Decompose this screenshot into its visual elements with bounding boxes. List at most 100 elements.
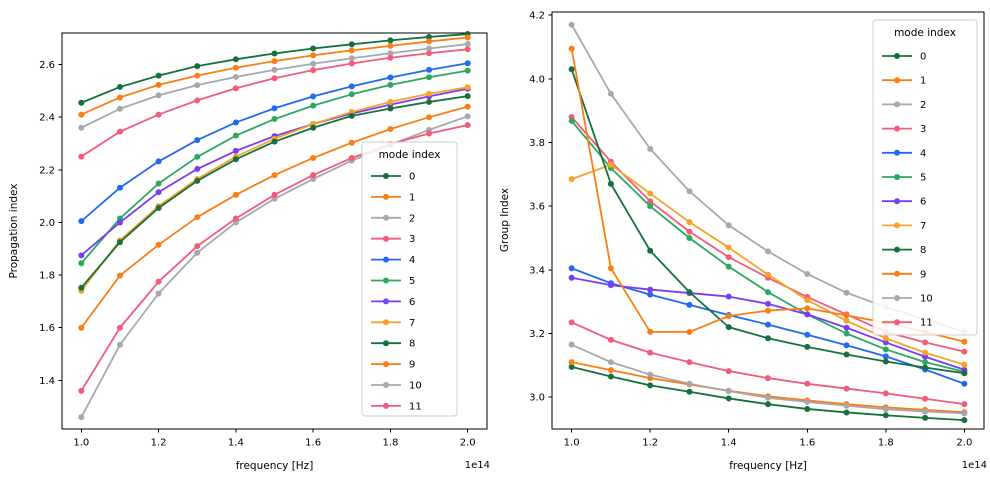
series-marker-mode-1 bbox=[426, 38, 433, 45]
series-marker-mode-7 bbox=[843, 317, 850, 324]
series-marker-mode-10 bbox=[843, 402, 850, 409]
legend-marker-mode-3 bbox=[383, 235, 389, 242]
series-marker-mode-9 bbox=[464, 103, 471, 110]
legend-title: mode index bbox=[379, 149, 441, 161]
series-marker-mode-1 bbox=[464, 34, 471, 41]
series-marker-mode-5 bbox=[348, 91, 355, 98]
legend-box bbox=[361, 141, 458, 417]
series-marker-mode-3 bbox=[116, 128, 123, 135]
y-tick-label: 3.2 bbox=[529, 329, 545, 340]
legend-marker-mode-4 bbox=[894, 149, 900, 156]
series-marker-mode-3 bbox=[647, 198, 654, 205]
series-marker-mode-2 bbox=[725, 222, 732, 229]
series-marker-mode-9 bbox=[804, 305, 811, 312]
series-marker-mode-1 bbox=[348, 47, 355, 54]
series-marker-mode-8 bbox=[387, 105, 394, 112]
legend-marker-mode-1 bbox=[894, 77, 900, 84]
legend-label-mode-2: 2 bbox=[409, 213, 415, 224]
series-marker-mode-6 bbox=[116, 219, 123, 226]
series-marker-mode-1 bbox=[271, 58, 278, 65]
series-marker-mode-1 bbox=[194, 72, 201, 79]
series-marker-mode-0 bbox=[882, 412, 889, 419]
series-marker-mode-6 bbox=[568, 274, 575, 281]
legend-label-mode-4: 4 bbox=[409, 255, 415, 266]
series-marker-mode-0 bbox=[387, 37, 394, 44]
legend-marker-mode-6 bbox=[383, 298, 389, 305]
series-marker-mode-0 bbox=[310, 45, 317, 52]
series-marker-mode-10 bbox=[464, 113, 471, 120]
series-marker-mode-5 bbox=[686, 235, 693, 242]
series-marker-mode-8 bbox=[348, 112, 355, 119]
series-marker-mode-2 bbox=[464, 41, 471, 48]
series-marker-mode-6 bbox=[232, 147, 239, 154]
y-tick-label: 2.6 bbox=[39, 60, 55, 71]
series-marker-mode-0 bbox=[155, 72, 162, 79]
series-marker-mode-9 bbox=[348, 139, 355, 146]
series-marker-mode-3 bbox=[310, 67, 317, 74]
series-marker-mode-0 bbox=[922, 414, 929, 421]
x-tick-label: 2.0 bbox=[460, 438, 476, 449]
y-tick-label: 3.6 bbox=[529, 202, 545, 213]
series-marker-mode-9 bbox=[426, 114, 433, 121]
series-marker-mode-0 bbox=[961, 417, 968, 424]
series-marker-mode-6 bbox=[78, 252, 85, 259]
series-marker-mode-8 bbox=[647, 247, 654, 254]
y-tick-label: 3.0 bbox=[529, 393, 545, 404]
series-marker-mode-9 bbox=[843, 312, 850, 319]
x-tick-label: 1.4 bbox=[228, 438, 244, 449]
series-marker-mode-2 bbox=[232, 73, 239, 80]
series-marker-mode-3 bbox=[194, 97, 201, 104]
series-marker-mode-9 bbox=[271, 172, 278, 179]
series-marker-mode-9 bbox=[78, 324, 85, 331]
series-marker-mode-5 bbox=[155, 180, 162, 187]
series-marker-mode-9 bbox=[155, 241, 162, 248]
legend-label-mode-10: 10 bbox=[409, 381, 422, 392]
legend-marker-mode-10 bbox=[894, 295, 900, 301]
x-axis-label: frequency [Hz] bbox=[729, 460, 807, 472]
series-marker-mode-5 bbox=[387, 81, 394, 88]
series-marker-mode-9 bbox=[686, 328, 693, 335]
series-marker-mode-11 bbox=[647, 349, 654, 356]
series-marker-mode-3 bbox=[426, 50, 433, 57]
series-marker-mode-11 bbox=[348, 154, 355, 161]
series-line-mode-2 bbox=[80, 43, 469, 129]
series-marker-mode-8 bbox=[116, 239, 123, 246]
x-axis-offset-label: 1e14 bbox=[465, 460, 490, 471]
series-marker-mode-2 bbox=[194, 82, 201, 89]
legend-label-mode-7: 7 bbox=[409, 318, 415, 329]
series-marker-mode-4 bbox=[426, 66, 433, 73]
series-marker-mode-11 bbox=[232, 215, 239, 222]
series-marker-mode-6 bbox=[804, 311, 811, 318]
series-marker-mode-0 bbox=[843, 409, 850, 416]
series-marker-mode-0 bbox=[725, 395, 732, 402]
legend-marker-mode-1 bbox=[383, 193, 389, 200]
series-marker-mode-10 bbox=[194, 249, 201, 256]
series-marker-mode-6 bbox=[882, 339, 889, 346]
y-tick-label: 1.8 bbox=[39, 271, 55, 282]
series-marker-mode-5 bbox=[882, 346, 889, 353]
series-marker-mode-1 bbox=[116, 94, 123, 101]
y-tick-label: 1.4 bbox=[39, 376, 55, 387]
series-marker-mode-4 bbox=[232, 119, 239, 126]
series-marker-mode-0 bbox=[116, 83, 123, 90]
series-marker-mode-11 bbox=[607, 336, 614, 343]
series-marker-mode-6 bbox=[765, 300, 771, 307]
series-marker-mode-11 bbox=[310, 172, 317, 179]
series-marker-mode-4 bbox=[310, 93, 317, 100]
series-marker-mode-1 bbox=[607, 367, 614, 374]
series-marker-mode-10 bbox=[804, 398, 811, 405]
series-marker-mode-1 bbox=[155, 81, 162, 88]
series-marker-mode-3 bbox=[271, 75, 278, 82]
legend-label-mode-3: 3 bbox=[409, 234, 415, 245]
series-marker-mode-11 bbox=[464, 122, 471, 129]
legend-marker-mode-0 bbox=[894, 53, 900, 59]
series-marker-mode-8 bbox=[961, 370, 968, 377]
series-marker-mode-7 bbox=[961, 361, 968, 368]
legend-marker-mode-9 bbox=[894, 270, 900, 277]
legend-marker-mode-4 bbox=[383, 256, 389, 263]
y-tick-label: 3.8 bbox=[529, 138, 545, 149]
series-marker-mode-8 bbox=[78, 284, 85, 291]
series-marker-mode-0 bbox=[647, 382, 654, 389]
series-marker-mode-8 bbox=[765, 335, 771, 342]
